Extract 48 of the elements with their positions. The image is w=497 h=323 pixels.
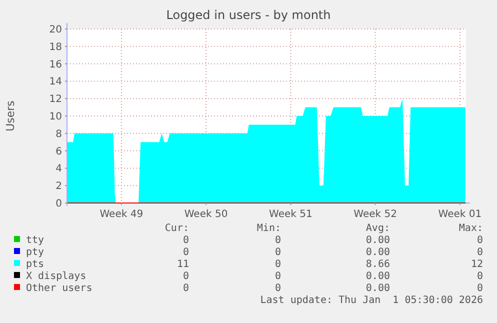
- text: Avg:: [366, 223, 390, 234]
- legend-label: pty: [26, 247, 44, 258]
- text: 0.00: [366, 283, 390, 294]
- legend-label: pts: [26, 259, 44, 270]
- text: 0: [476, 283, 483, 294]
- y-tick-label: 6: [56, 146, 62, 158]
- y-tick-label: 16: [49, 59, 62, 70]
- text: 0.00: [366, 235, 390, 246]
- y-tick-label: 0: [56, 198, 62, 210]
- text: Max:: [458, 223, 483, 234]
- text: Last update: Thu Jan 1 05:30:00 2026: [260, 295, 483, 306]
- text: Cur:: [164, 223, 189, 234]
- x-tick-label: Week 49: [100, 209, 144, 220]
- text: 0.00: [366, 247, 390, 258]
- y-tick-label: 20: [49, 24, 62, 36]
- y-axis-title: Users: [4, 100, 17, 132]
- text: 8.66: [366, 259, 390, 270]
- text: 0: [476, 235, 483, 246]
- text: 0: [182, 247, 189, 258]
- text: Min:: [256, 223, 281, 234]
- x-tick-label: Week 01: [438, 209, 482, 220]
- legend-label: X displays: [26, 271, 86, 282]
- text: 0: [182, 235, 189, 246]
- text: 0: [476, 271, 483, 282]
- y-tick-label: 4: [56, 164, 62, 175]
- text: 0: [274, 259, 281, 270]
- text: 0: [274, 271, 281, 282]
- text: 0: [182, 271, 189, 282]
- x-tick-label: Week 51: [269, 209, 312, 220]
- y-tick-label: 8: [56, 128, 62, 140]
- y-tick-label: 18: [49, 42, 62, 53]
- text: 0: [476, 247, 483, 258]
- chart-title: Logged in users - by month: [166, 8, 331, 22]
- y-tick-label: 12: [49, 94, 62, 106]
- text: 0: [274, 283, 281, 294]
- text: 0.00: [366, 271, 390, 282]
- legend-label: tty: [26, 235, 44, 246]
- text: 0: [274, 247, 281, 258]
- x-tick-label: Week 50: [184, 209, 228, 220]
- legend-label: Other users: [26, 283, 92, 294]
- text: 11: [176, 259, 189, 270]
- text: 12: [470, 259, 483, 270]
- y-tick-label: 2: [56, 181, 62, 192]
- x-tick-label: Week 52: [354, 209, 397, 220]
- text: 0: [274, 235, 281, 246]
- text: 0: [182, 283, 189, 294]
- y-tick-label: 14: [49, 76, 62, 88]
- y-tick-label: 10: [49, 112, 62, 122]
